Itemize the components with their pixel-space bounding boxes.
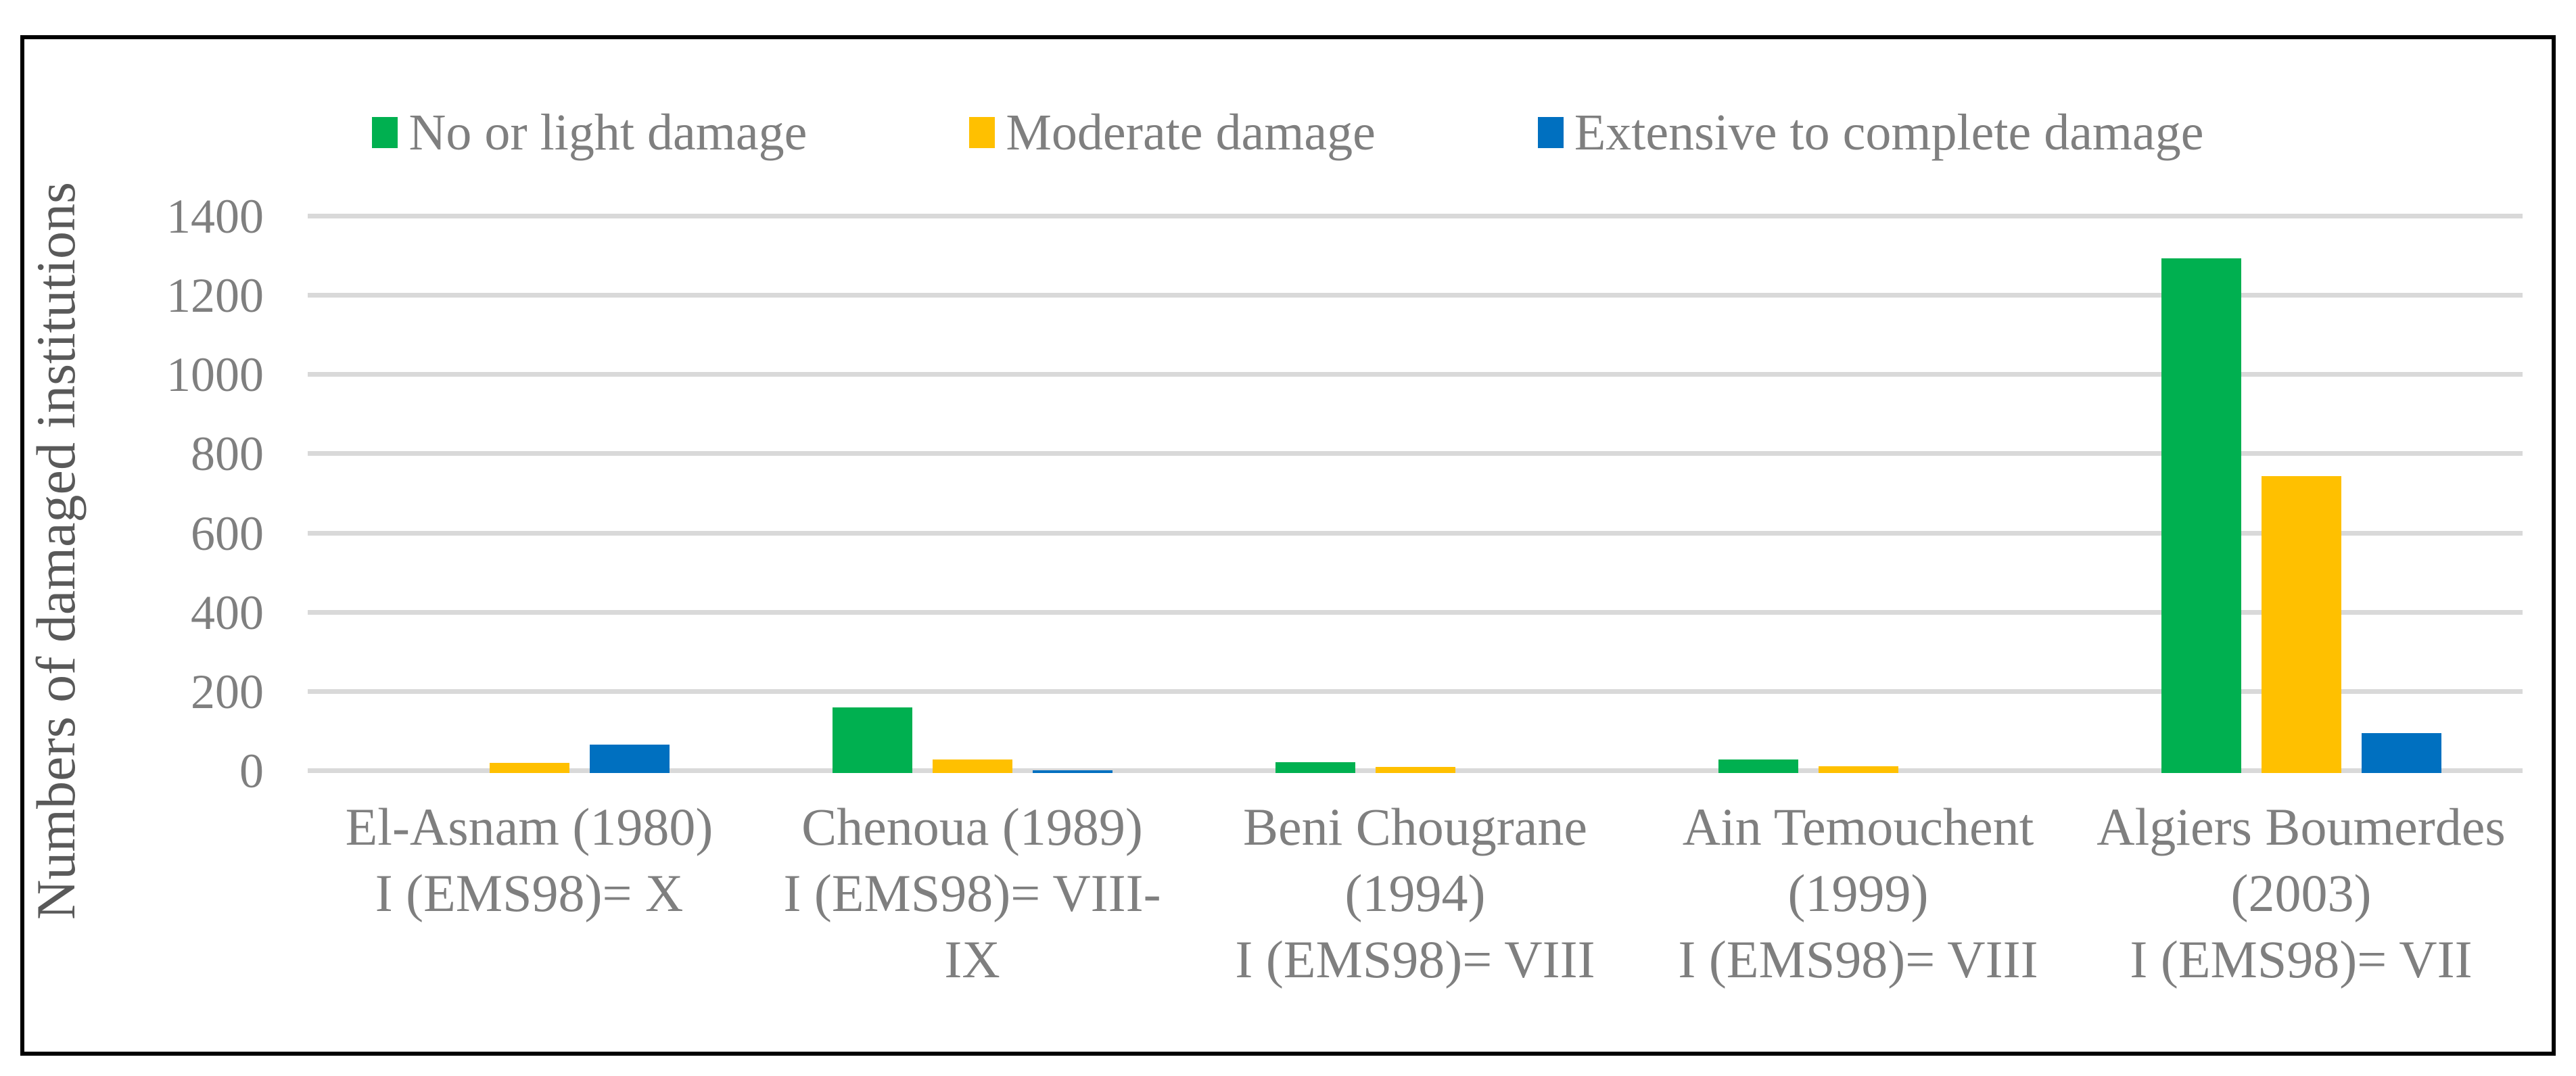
x-axis-category-label: Ain Temouchent (1999) I (EMS98)= VIII	[1678, 797, 2038, 989]
y-axis-tick-label: 1400	[166, 189, 264, 243]
gridline	[308, 688, 2523, 694]
y-axis-tick-label: 600	[191, 506, 264, 561]
bar-series0-group1	[832, 707, 912, 773]
y-axis-tick-label: 400	[191, 585, 264, 640]
gridline	[308, 214, 2523, 218]
x-axis-category-label: El-Asnam (1980) I (EMS98)= X	[345, 797, 713, 922]
bar-series1-group0	[489, 763, 569, 773]
bar-series1-group2	[1375, 767, 1455, 773]
y-axis-tick-label: 0	[239, 744, 264, 798]
gridline	[308, 530, 2523, 536]
y-axis-tick-label: 200	[191, 664, 264, 719]
x-axis-category-label: Chenoua (1989) I (EMS98)= VIII- IX	[783, 797, 1161, 989]
plot-area	[308, 214, 2523, 773]
bar-series0-group4	[2161, 258, 2241, 773]
x-axis-category-label: Algiers Boumerdes (2003) I (EMS98)= VII	[2097, 797, 2506, 989]
y-axis-tick-label: 800	[191, 427, 264, 482]
bar-series1-group3	[1818, 766, 1898, 773]
bar-series2-group4	[2361, 733, 2441, 773]
y-axis-tick-label: 1000	[166, 348, 264, 402]
bar-series1-group1	[932, 759, 1012, 773]
bar-series2-group1	[1032, 770, 1113, 773]
gridline	[308, 372, 2523, 377]
legend-label: Extensive to complete damage	[1574, 104, 2204, 161]
bar-series1-group4	[2261, 475, 2341, 773]
legend-item: Extensive to complete damage	[1537, 104, 2204, 161]
legend-label: Moderate damage	[1006, 104, 1376, 161]
chart-frame: No or light damage Moderate damage Extensi…	[20, 35, 2556, 1056]
bar-series2-group0	[589, 744, 670, 773]
gridline	[308, 293, 2523, 298]
legend-label: No or light damage	[408, 104, 807, 161]
legend-swatch-icon	[969, 117, 996, 148]
x-axis-category-label: Beni Chougrane (1994) I (EMS98)= VIII	[1235, 797, 1595, 989]
y-axis-tick-label: 1200	[166, 268, 264, 323]
legend-swatch-icon	[1537, 117, 1564, 148]
gridline	[308, 451, 2523, 457]
legend-item: Moderate damage	[969, 107, 1376, 158]
bar-series0-group2	[1275, 762, 1355, 773]
legend-item: No or light damage	[372, 107, 807, 158]
gridline	[308, 609, 2523, 615]
legend-swatch-icon	[372, 117, 398, 148]
bar-series0-group3	[1718, 759, 1798, 773]
legend: No or light damage Moderate damage Extensi…	[24, 107, 2552, 158]
